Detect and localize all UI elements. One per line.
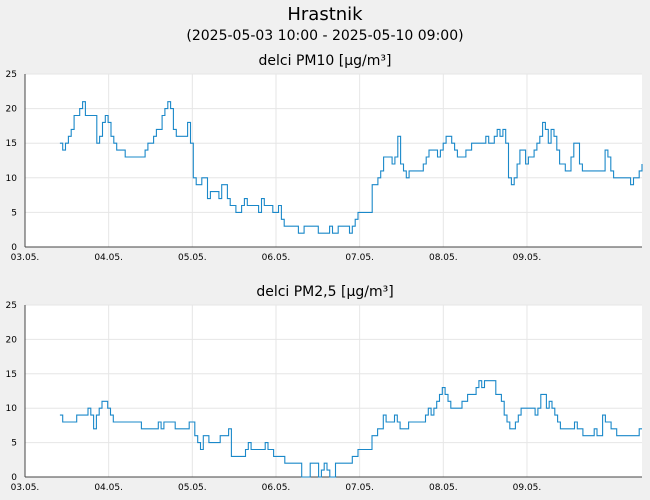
chart-subtitle: (2025-05-03 10:00 - 2025-05-10 09:00) xyxy=(186,28,463,44)
pm10-y-tick-label: 5 xyxy=(11,208,17,218)
pm25-y-tick-label: 20 xyxy=(6,335,18,345)
pm10-x-tick-label: 08.05. xyxy=(429,253,458,263)
pm25-panel: delci PM2,5 [µg/m³] 0 5 10 15 20 25 03.05. 04.0… xyxy=(6,284,642,493)
pm25-x-tick-label: 06.05. xyxy=(262,483,291,493)
pm10-plot-area xyxy=(25,74,642,247)
pm25-x-tick-label: 07.05. xyxy=(345,483,374,493)
pm25-x-tick-label: 04.05. xyxy=(94,483,123,493)
pm25-y-tick-label: 10 xyxy=(6,404,18,414)
pm10-series-line xyxy=(59,101,643,234)
pm10-x-tick-label: 04.05. xyxy=(94,253,123,263)
pm10-y-tick-label: 10 xyxy=(6,174,18,184)
pm10-x-tick-label: 06.05. xyxy=(262,253,291,263)
pm25-plot-area xyxy=(25,305,642,477)
pm10-panel: delci PM10 [µg/m³] 0 5 10 15 20 25 03.05. 04.05… xyxy=(6,53,643,263)
pm25-x-tick-label: 03.05. xyxy=(11,483,40,493)
chart-title: Hrastnik xyxy=(287,4,363,25)
pm25-y-tick-label: 15 xyxy=(6,370,17,380)
pm25-y-tick-label: 0 xyxy=(11,473,17,483)
pm10-x-tick-label: 05.05. xyxy=(178,253,207,263)
pm25-x-tick-label: 05.05. xyxy=(178,483,207,493)
pm25-y-tick-label: 25 xyxy=(6,301,17,311)
pm10-x-tick-label: 09.05. xyxy=(513,253,542,263)
pm10-y-tick-label: 25 xyxy=(6,70,17,80)
pm25-y-tick-label: 5 xyxy=(11,439,17,449)
pm25-panel-title: delci PM2,5 [µg/m³] xyxy=(256,284,393,300)
pm10-y-tick-label: 20 xyxy=(6,105,18,115)
pm25-series-line xyxy=(59,380,642,478)
pm25-x-tick-label: 09.05. xyxy=(513,483,542,493)
pm10-y-tick-label: 15 xyxy=(6,139,17,149)
pm10-panel-title: delci PM10 [µg/m³] xyxy=(259,53,392,69)
pm10-y-tick-label: 0 xyxy=(11,243,17,253)
pm10-x-tick-label: 07.05. xyxy=(345,253,374,263)
pm25-x-tick-label: 08.05. xyxy=(429,483,458,493)
pm10-x-tick-label: 03.05. xyxy=(11,253,40,263)
